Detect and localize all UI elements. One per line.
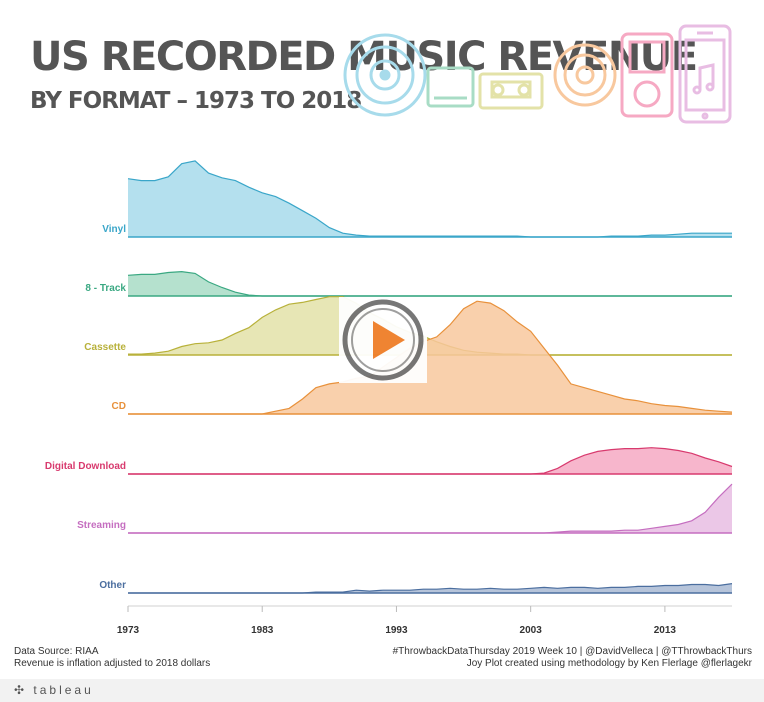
- page-subtitle: BY FORMAT – 1973 TO 2018: [30, 88, 362, 114]
- cassette-icon: [478, 72, 544, 110]
- music-formats-illustration: [343, 24, 732, 124]
- ridge-line-vinyl: [127, 160, 732, 238]
- series-label: 8 - Track: [85, 283, 126, 294]
- 8-track-icon: [426, 66, 475, 108]
- ridge-area-streaming[interactable]: [128, 484, 732, 533]
- series-label: Cassette: [84, 342, 126, 353]
- series-labels: Vinyl 8 - Track Cassette CD Digital Download…: [45, 224, 127, 591]
- mp3-player-icon: [620, 32, 674, 118]
- brand-name: tableau: [33, 683, 94, 697]
- ridge-areas: [127, 160, 733, 594]
- series-label: Streaming: [77, 520, 126, 531]
- series-label: Digital Download: [45, 461, 126, 472]
- ridge-area-cd[interactable]: [128, 301, 732, 414]
- tableau-plus-icon: ✣: [14, 683, 28, 697]
- x-axis: 1973 1983 1993 2003 2013: [117, 605, 732, 636]
- credit-line-2: Joy Plot created using methodology by Ke…: [466, 658, 752, 669]
- x-tick-label: 1983: [251, 625, 274, 636]
- x-tick-label: 1973: [117, 625, 140, 636]
- series-label: CD: [112, 401, 126, 412]
- play-icon: [342, 299, 424, 381]
- x-tick-label: 1993: [385, 625, 408, 636]
- inflation-note: Revenue is inflation adjusted to 2018 do…: [14, 658, 211, 669]
- vinyl-record-icon: [343, 33, 427, 117]
- ridge-area-other[interactable]: [128, 583, 732, 593]
- x-tick-label: 2003: [520, 625, 543, 636]
- ridge-area-cassette[interactable]: [128, 296, 732, 355]
- tableau-logo[interactable]: ✣ tableau: [14, 683, 94, 697]
- ridge-area-vinyl[interactable]: [128, 160, 732, 237]
- joy-plot: Vinyl 8 - Track Cassette CD Digital Download…: [45, 160, 733, 636]
- smartphone-icon: [678, 24, 732, 124]
- series-label: Vinyl: [102, 224, 126, 235]
- ridge-area-digital-download[interactable]: [128, 447, 732, 474]
- footer-toolbar: [0, 679, 764, 702]
- ridge-line-streaming: [128, 483, 733, 534]
- x-tick-label: 2013: [654, 625, 677, 636]
- data-source: Data Source: RIAA: [14, 646, 99, 657]
- cd-icon: [553, 43, 617, 107]
- credit-line-1: #ThrowbackDataThursday 2019 Week 10 | @D…: [392, 646, 752, 657]
- play-button[interactable]: [339, 297, 427, 383]
- series-label: Other: [99, 580, 126, 591]
- ridge-area-8-track[interactable]: [128, 271, 732, 296]
